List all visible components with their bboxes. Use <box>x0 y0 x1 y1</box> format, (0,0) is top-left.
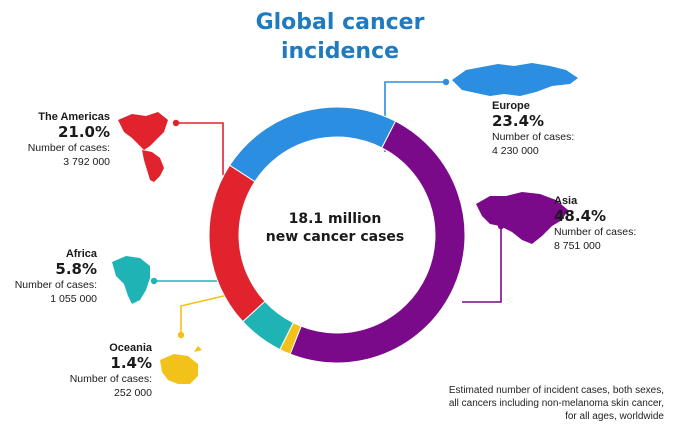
label-asia-percent: 48.4% <box>554 207 607 225</box>
label-asia-cases: 8 751 000 <box>554 240 601 252</box>
label-oceania-percent: 1.4% <box>110 354 152 372</box>
label-africa-percent: 5.8% <box>55 260 97 278</box>
label-africa: Africa 5.8% Number of cases: 1 055 000 <box>4 247 97 306</box>
connector-dot-africa <box>150 277 158 285</box>
label-africa-name: Africa <box>65 248 97 260</box>
connector-dot-europe <box>442 78 450 86</box>
title-line-1: Global cancer <box>255 10 425 35</box>
label-oceania-cases: 252 000 <box>114 387 152 399</box>
map-europe <box>452 63 578 96</box>
map-oceania <box>160 346 202 384</box>
label-oceania: Oceania 1.4% Number of cases: 252 000 <box>60 341 152 400</box>
center-line-2: new cancer cases <box>265 229 405 245</box>
label-americas-name: The Americas <box>38 111 110 123</box>
map-americas <box>118 112 168 182</box>
footnote-line-3: for all ages, worldwide <box>565 411 664 422</box>
footnote: Estimated number of incident cases, both… <box>334 384 664 423</box>
map-africa <box>112 256 150 304</box>
footnote-line-2: all cancers including non-melanoma skin … <box>448 398 664 409</box>
donut-center-text: 18.1 million new cancer cases <box>262 210 408 246</box>
label-europe-cases-title: Number of cases: <box>492 131 575 143</box>
connector-americas <box>176 122 224 175</box>
label-europe-cases: 4 230 000 <box>492 145 539 157</box>
connector-oceania <box>180 293 233 335</box>
label-oceania-name: Oceania <box>109 342 152 354</box>
label-asia-name: Asia <box>554 195 578 207</box>
label-africa-cases-title: Number of cases: <box>14 279 97 291</box>
label-oceania-cases-title: Number of cases: <box>69 373 152 385</box>
label-europe-percent: 23.4% <box>492 112 545 130</box>
donut-slice-asia <box>289 120 466 364</box>
footnote-line-1: Estimated number of incident cases, both… <box>448 385 664 396</box>
donut-slice-the-americas <box>208 164 266 323</box>
title-line-2: incidence <box>280 39 400 64</box>
map-asia <box>476 192 568 244</box>
donut-slice-europe <box>228 106 397 183</box>
donut-slices <box>208 106 466 364</box>
center-line-1: 18.1 million <box>288 211 382 227</box>
label-africa-cases: 1 055 000 <box>50 293 97 305</box>
label-europe-name: Europe <box>492 100 530 112</box>
label-americas-cases-title: Number of cases: <box>27 142 110 154</box>
label-europe: Europe 23.4% Number of cases: 4 230 000 <box>492 99 574 158</box>
label-asia-cases-title: Number of cases: <box>554 226 637 238</box>
connector-dot-oceania <box>177 331 185 339</box>
connector-asia <box>462 226 502 303</box>
chart-title: Global cancer incidence <box>0 8 680 66</box>
connector-dot-americas <box>172 119 180 127</box>
label-americas-cases: 3 792 000 <box>63 156 110 168</box>
label-asia: Asia 48.4% Number of cases: 8 751 000 <box>554 194 636 253</box>
label-americas: The Americas 21.0% Number of cases: 3 79… <box>10 110 110 169</box>
label-americas-percent: 21.0% <box>57 123 110 141</box>
